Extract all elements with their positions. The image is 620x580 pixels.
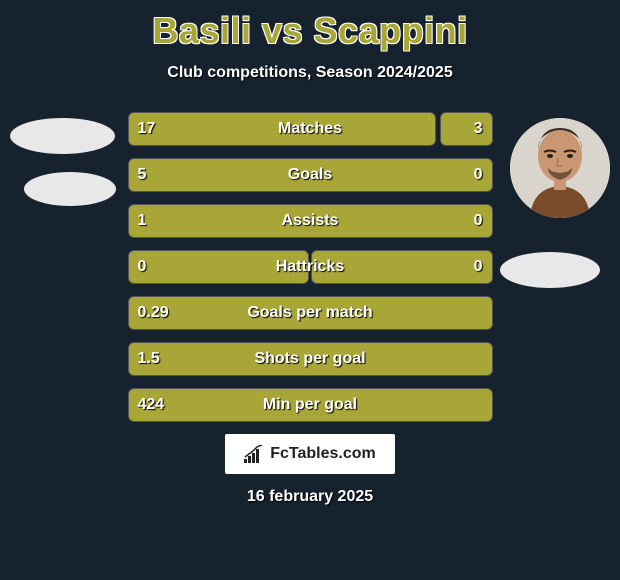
stat-value-right: 0 bbox=[474, 250, 483, 284]
player1-badge-2 bbox=[24, 172, 116, 206]
stat-row: Shots per goal1.5 bbox=[128, 342, 493, 376]
player2-avatar bbox=[510, 118, 610, 218]
stat-row: Goals per match0.29 bbox=[128, 296, 493, 330]
stat-label: Shots per goal bbox=[128, 342, 493, 376]
stat-label: Goals per match bbox=[128, 296, 493, 330]
subtitle: Club competitions, Season 2024/2025 bbox=[0, 64, 620, 82]
stat-label: Min per goal bbox=[128, 388, 493, 422]
chart-icon bbox=[244, 445, 264, 463]
stat-value-left: 17 bbox=[138, 112, 156, 146]
player1-badge-1 bbox=[10, 118, 115, 154]
stat-value-left: 1.5 bbox=[138, 342, 160, 376]
stat-label: Hattricks bbox=[128, 250, 493, 284]
stat-row: Matches17 3 bbox=[128, 112, 493, 146]
stat-label: Goals bbox=[128, 158, 493, 192]
title-text: Basili vs Scappini bbox=[152, 10, 467, 51]
stat-value-left: 0 bbox=[138, 250, 147, 284]
player2-name: Scappini bbox=[314, 10, 468, 51]
title-vs: vs bbox=[262, 10, 303, 51]
player2-area bbox=[510, 118, 610, 218]
stat-value-left: 0.29 bbox=[138, 296, 169, 330]
player1-name: Basili bbox=[152, 10, 251, 51]
stat-value-right: 0 bbox=[474, 158, 483, 192]
stat-value-left: 5 bbox=[138, 158, 147, 192]
stat-row: Min per goal424 bbox=[128, 388, 493, 422]
stat-value-left: 1 bbox=[138, 204, 147, 238]
stat-value-right: 0 bbox=[474, 204, 483, 238]
stat-value-right: 3 bbox=[474, 112, 483, 146]
stat-row: Assists1 0 bbox=[128, 204, 493, 238]
stat-label: Matches bbox=[128, 112, 493, 146]
player2-badge bbox=[500, 252, 600, 288]
stat-row: Goals5 0 bbox=[128, 158, 493, 192]
stat-value-left: 424 bbox=[138, 388, 165, 422]
logo-text: FcTables.com bbox=[270, 445, 376, 463]
stat-label: Assists bbox=[128, 204, 493, 238]
stat-row: Hattricks0 0 bbox=[128, 250, 493, 284]
date: 16 february 2025 bbox=[0, 488, 620, 506]
stats-container: Matches173Goals50Assists10Hattricks00Goa… bbox=[128, 112, 493, 422]
comparison-title: Basili vs Scappini bbox=[0, 0, 620, 52]
fctables-logo: FcTables.com bbox=[225, 434, 395, 474]
